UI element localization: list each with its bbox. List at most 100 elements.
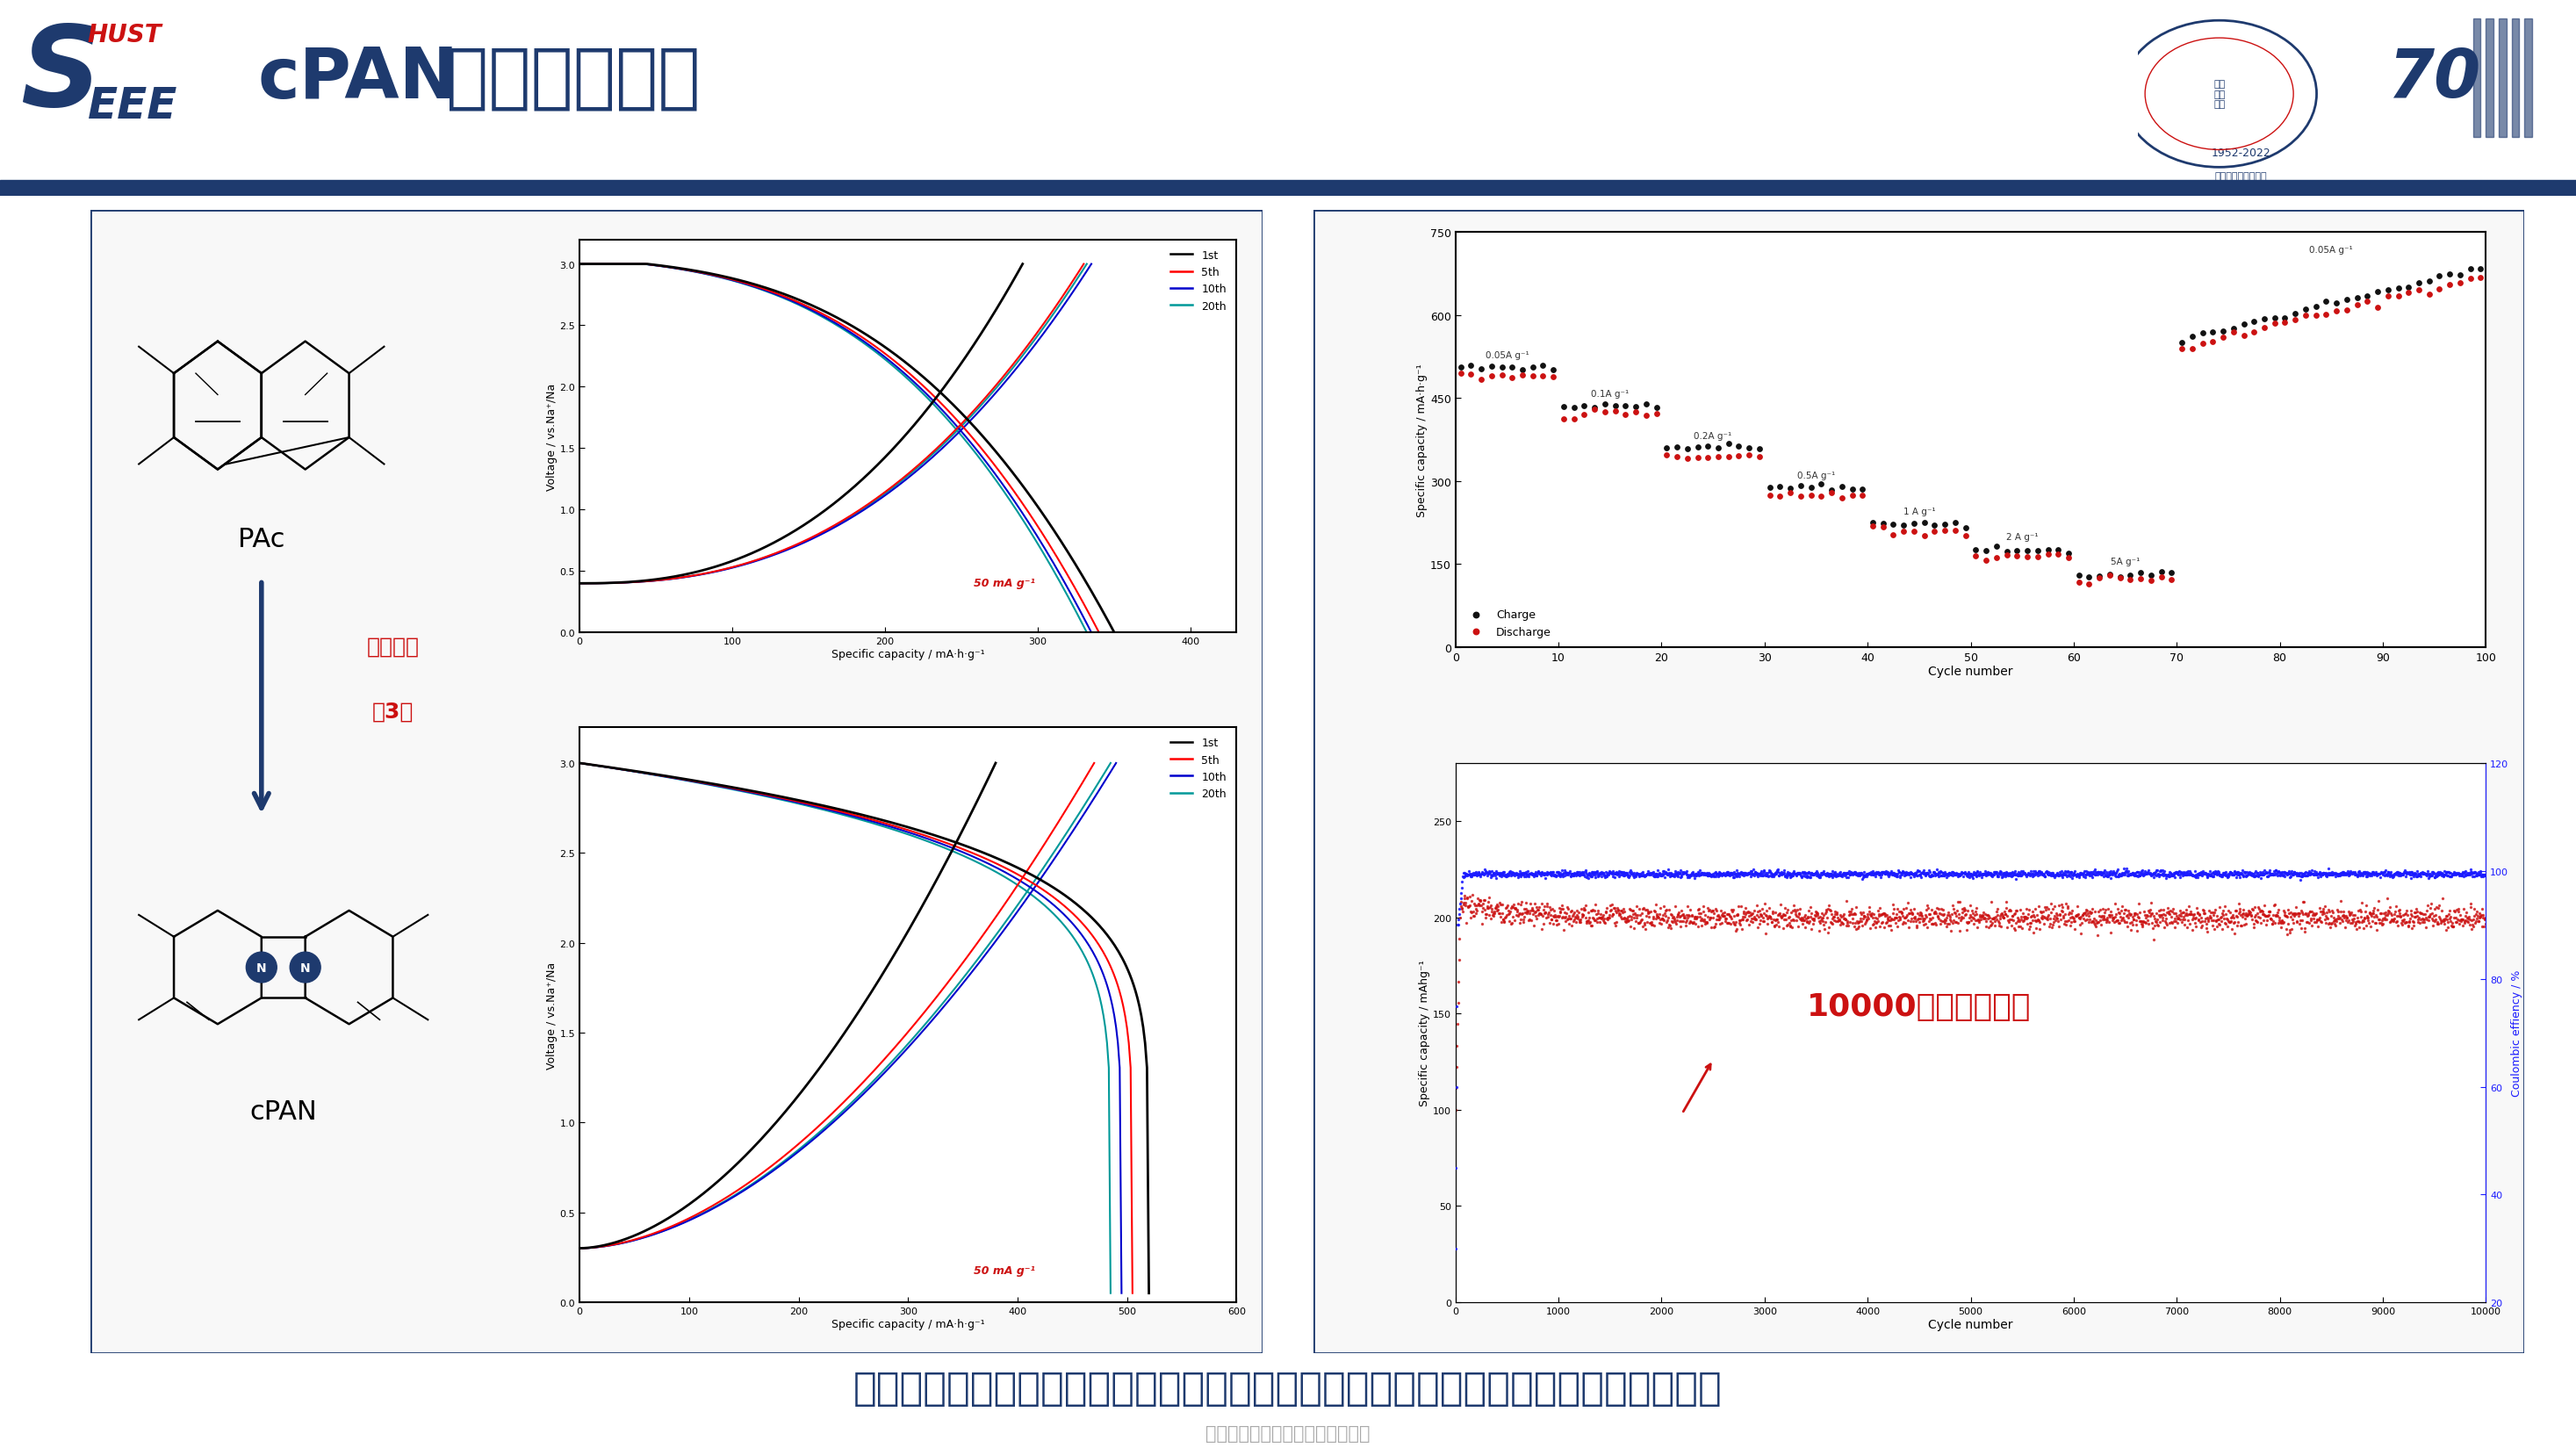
Point: [1692, 863, 1734, 886]
Point: [1986, 863, 2027, 886]
Point: [1677, 898, 1718, 921]
Point: [2228, 902, 2269, 925]
Point: [2002, 917, 2043, 940]
Point: [1878, 860, 1919, 883]
Point: [1911, 864, 1953, 888]
Point: [1752, 902, 1793, 925]
Point: [2272, 863, 2313, 886]
Point: [2035, 864, 2076, 888]
Point: [1741, 861, 1783, 885]
Point: [2277, 864, 2318, 888]
Point: [1546, 861, 1587, 885]
Point: [1852, 861, 1893, 885]
Point: [2455, 861, 2496, 885]
Point: [1556, 863, 1597, 886]
Point: [1906, 863, 1947, 886]
Point: [2385, 911, 2427, 934]
Point: [1674, 905, 1716, 928]
Point: [2313, 863, 2354, 886]
Point: [2014, 917, 2056, 940]
Point: [2048, 895, 2089, 918]
Point: [1984, 866, 2025, 889]
Point: [1754, 861, 1795, 885]
Point: [2120, 864, 2161, 888]
Point: [2213, 863, 2254, 886]
Point: [2107, 861, 2148, 885]
Point: [1677, 902, 1718, 925]
Point: [1651, 911, 1692, 934]
Point: [2406, 899, 2447, 922]
Point: [2311, 863, 2352, 886]
Point: [1602, 901, 1643, 924]
Point: [2058, 914, 2099, 937]
Point: [2370, 911, 2411, 934]
Point: [2076, 861, 2117, 885]
Point: [1641, 863, 1682, 886]
Point: [1507, 909, 1548, 933]
Point: [1767, 899, 1808, 922]
Point: [2148, 896, 2190, 920]
Point: [2445, 905, 2486, 928]
Point: [2066, 860, 2107, 883]
Point: [2187, 909, 2228, 933]
Point: [1780, 864, 1821, 888]
Point: [1775, 863, 1816, 886]
Point: [1834, 863, 1875, 886]
Point: [1937, 863, 1978, 886]
Point: [1564, 864, 1605, 888]
Point: [1847, 906, 1888, 930]
Point: [1512, 899, 1553, 922]
Point: [2156, 860, 2197, 883]
Charge: [2192, 320, 2233, 343]
Point: [1960, 908, 2002, 931]
Point: [2362, 912, 2403, 936]
Point: [1852, 904, 1893, 927]
Point: [1561, 902, 1602, 925]
Point: [1757, 858, 1798, 882]
Point: [1911, 864, 1953, 888]
Point: [1865, 911, 1906, 934]
Point: [1664, 914, 1705, 937]
Point: [2339, 861, 2380, 885]
Point: [1656, 863, 1698, 886]
Point: [1850, 861, 1891, 885]
Point: [2022, 863, 2063, 886]
Point: [2002, 860, 2043, 883]
Point: [2251, 912, 2293, 936]
Point: [1767, 901, 1808, 924]
Point: [1489, 896, 1530, 920]
Point: [1996, 899, 2038, 922]
Point: [2362, 912, 2403, 936]
Point: [1855, 911, 1896, 934]
Point: [1777, 863, 1819, 886]
Point: [1844, 866, 1886, 889]
Point: [2352, 861, 2393, 885]
Point: [2202, 902, 2244, 925]
Point: [1579, 906, 1620, 930]
Point: [1468, 860, 1510, 883]
Point: [1726, 908, 1767, 931]
Point: [1463, 899, 1504, 922]
Point: [2174, 864, 2215, 888]
Point: [1710, 861, 1752, 885]
Point: [1471, 906, 1512, 930]
Point: [1718, 914, 1759, 937]
Point: [1713, 905, 1754, 928]
Point: [2141, 863, 2182, 886]
Point: [2318, 864, 2360, 888]
Point: [1808, 898, 1850, 921]
Text: cPAN: cPAN: [250, 1099, 317, 1125]
Point: [1458, 893, 1499, 917]
Point: [2419, 863, 2460, 886]
Point: [2383, 863, 2424, 886]
Point: [1865, 904, 1906, 927]
Charge: [1718, 435, 1759, 458]
Point: [1927, 915, 1968, 938]
Point: [1473, 861, 1515, 885]
Point: [1705, 864, 1747, 888]
Point: [2136, 911, 2177, 934]
Point: [2043, 912, 2084, 936]
Point: [1638, 864, 1680, 888]
Point: [2300, 864, 2342, 888]
Point: [2324, 863, 2365, 886]
